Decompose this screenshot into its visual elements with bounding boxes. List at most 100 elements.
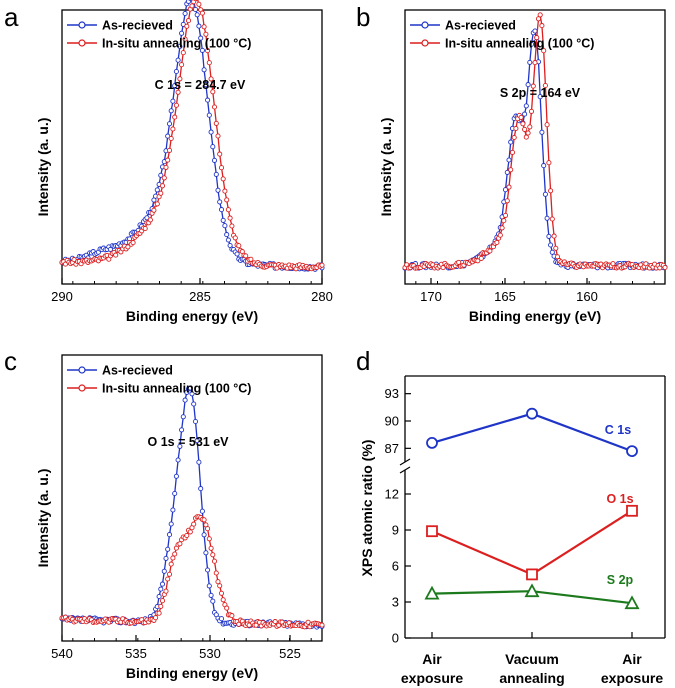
series-point-blue [213,171,219,177]
series-point-red [509,149,516,155]
series-point-red [142,225,148,232]
peak-annotation: C 1s = 284.7 eV [155,78,246,92]
series-point-blue [542,191,548,197]
series-point-red [210,552,216,558]
series-point-blue [198,35,204,41]
series-line-blue [61,387,323,629]
series-point-blue [527,59,533,65]
axis-break-mark [399,466,411,474]
series-point-red [208,76,214,82]
series-point-blue [548,242,554,248]
series-point-blue [546,233,552,239]
series-point-red [165,157,171,163]
series-point-red [508,167,514,173]
series-point-blue [175,457,181,463]
series-point-red [217,583,223,589]
series-point-blue [532,28,538,34]
series-point-blue [198,486,204,492]
series-point-blue [170,98,176,104]
x-category-label-line2: exposure [601,670,663,686]
legend-marker-blue [78,366,86,374]
x-category-label-line1: Air [622,651,642,667]
plot-frame [61,354,323,642]
series-point-red [523,134,529,140]
series-point-red [211,104,218,110]
series-point-red [225,207,231,213]
legend-label: In-situ annealing (100 °C) [102,382,251,396]
series-point-red [551,233,557,239]
series-point-red [172,551,178,557]
y-tick-label: 12 [385,487,399,502]
x-category-label-line2: exposure [401,670,463,686]
series-point-blue [180,414,186,420]
series-point-red [217,151,223,157]
series-name-label: C 1s [605,423,631,437]
series-point-blue [165,133,171,139]
y-axis-label: Intensity (a. u.) [35,469,51,568]
series-point-red [185,18,192,24]
axis-break-mark [399,458,411,466]
series-point-red [518,114,524,120]
legend-marker-blue [421,21,429,29]
series-point-red [208,545,214,551]
legend-label: As-recieved [102,19,173,33]
legend-marker-blue [78,21,86,29]
series-point-blue [182,10,188,17]
series-point-blue [194,438,200,444]
series-point-blue [215,187,221,193]
series-point-red [159,183,166,189]
series-point-red [243,253,249,259]
series-point-blue [196,23,202,29]
series-point-blue [170,507,176,513]
plot-frame [61,9,323,285]
series-point-red [215,133,221,139]
series-point-red [201,24,207,30]
y-tick-label: 9 [392,523,399,538]
series-point-red [525,130,531,136]
series-point-blue [206,112,212,118]
series-point-red [236,621,242,627]
legend-marker-red [78,39,86,47]
marker-square [426,525,438,538]
plot-frame [404,9,666,285]
series-point-red [199,10,205,16]
x-axis-label: Binding energy (eV) [126,308,258,324]
series-point-red [180,50,186,56]
series-point-red [499,225,505,231]
series-point-red [158,603,164,609]
series-point-red [125,244,131,250]
series-point-blue [225,237,231,243]
x-tick-label: 285 [189,289,211,304]
series-point-blue [234,251,240,257]
x-axis-label: Binding energy (eV) [126,665,258,681]
series-point-red [530,83,536,89]
x-tick-label: 160 [576,289,598,304]
series-point-red [163,164,169,170]
series-point-red [218,590,225,596]
series-point-blue [182,397,188,403]
series-point-red [537,12,543,18]
x-tick-label: 165 [494,289,516,304]
x-tick-label: 525 [279,646,301,661]
series-point-red [189,3,195,9]
y-tick-label: 90 [385,414,399,429]
series-point-red [506,184,512,190]
x-category-label-line2: annealing [499,670,564,686]
series-point-red [213,570,219,576]
series-point-red [542,82,548,89]
series-point-blue [506,157,512,163]
series-point-red [224,197,230,203]
series-point-blue [158,172,164,178]
series-point-red [553,245,559,251]
series-point-red [177,76,183,82]
x-axis-label: Binding energy (eV) [469,308,601,324]
series-point-blue [199,47,205,53]
x-tick-label: 540 [51,646,73,661]
series-point-red [222,188,228,194]
marker-triangle [624,595,640,610]
series-point-blue [173,68,179,75]
series-point-red [232,235,238,241]
series-point-red [522,126,528,132]
x-tick-label: 530 [199,646,221,661]
